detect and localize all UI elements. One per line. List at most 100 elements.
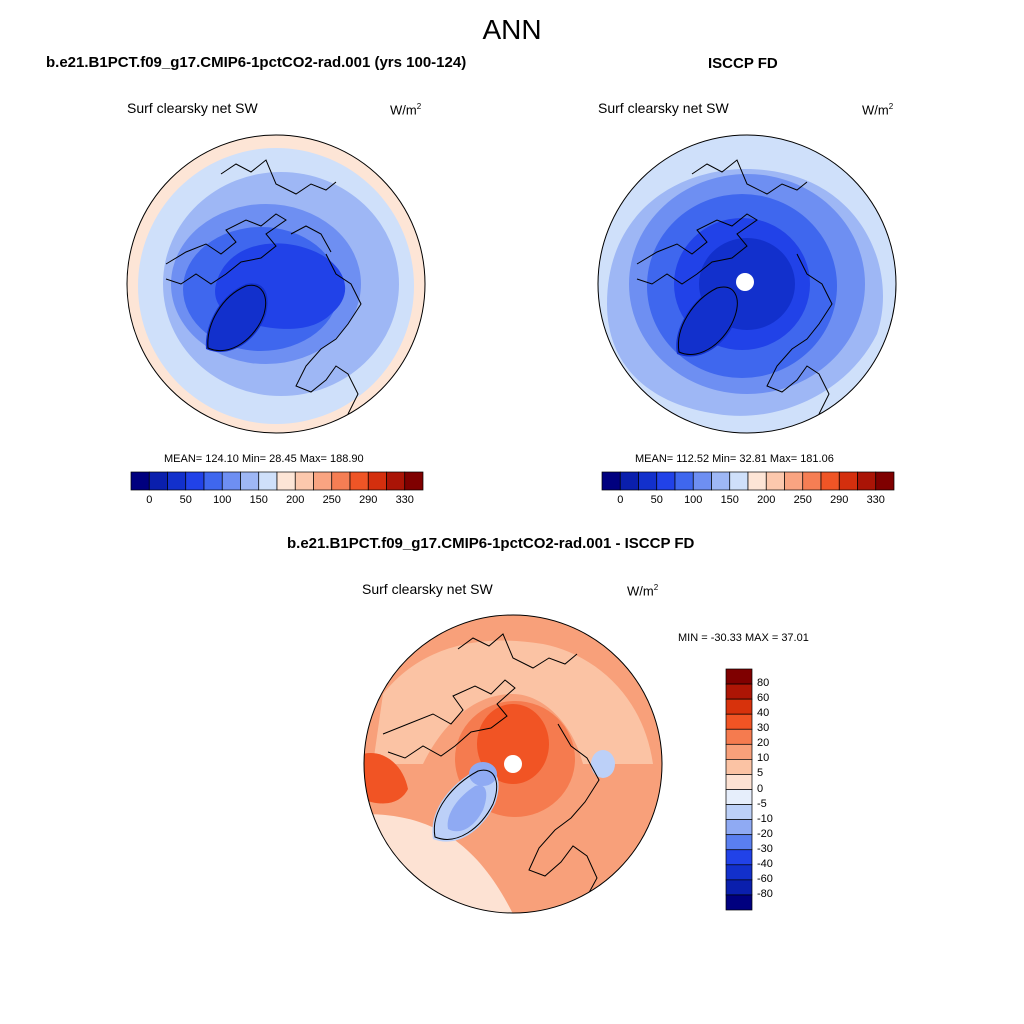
diff-colorbar-tick-label: -20 xyxy=(757,827,773,840)
diff-colorbar-box xyxy=(725,879,753,896)
obs-units-label: W/m2 xyxy=(862,102,894,118)
obs-colorbar xyxy=(601,471,895,491)
obs-variable-label: Surf clearsky net SW xyxy=(598,100,729,116)
obs-coast-siberia xyxy=(691,159,808,195)
diff-colorbar xyxy=(725,668,753,911)
model-coast-canada xyxy=(165,213,287,285)
model-colorbar xyxy=(130,471,424,491)
model-colorbar-box xyxy=(185,471,205,491)
obs-greenland xyxy=(676,284,740,357)
model-colorbar-box xyxy=(258,471,278,491)
diff-polar-map xyxy=(363,614,663,914)
diff-colorbar-box xyxy=(725,834,753,851)
diff-colorbar-tick-label: 60 xyxy=(757,692,770,705)
model-colorbar-tick-label: 0 xyxy=(146,494,153,506)
diff-europe-blue xyxy=(591,750,615,778)
obs-colorbar-box xyxy=(838,471,858,491)
obs-colorbar-tick-label: 0 xyxy=(617,494,624,506)
diff-colorbar-tick-label: -5 xyxy=(757,797,767,810)
model-coast-eurasia xyxy=(295,253,362,415)
obs-colorbar-box xyxy=(729,471,749,491)
model-colorbar-box xyxy=(240,471,260,491)
diff-field-arctic-core xyxy=(477,704,549,784)
model-variable-label: Surf clearsky net SW xyxy=(127,100,258,116)
obs-colorbar-box xyxy=(747,471,767,491)
diff-coast-eurasia xyxy=(528,723,600,901)
obs-colorbar-tick-label: 200 xyxy=(757,494,776,506)
model-coast-siberia xyxy=(220,159,337,195)
model-coast-greenland xyxy=(207,284,267,352)
diff-colorbar-tick-label: 30 xyxy=(757,722,770,735)
diff-colorbar-box xyxy=(725,728,753,745)
model-colorbar-box xyxy=(276,471,296,491)
diff-baffin-blue xyxy=(469,762,497,786)
obs-colorbar-box xyxy=(802,471,822,491)
diff-colorbar-box xyxy=(725,713,753,730)
obs-colorbar-tick-label: 100 xyxy=(684,494,703,506)
diff-colorbar-tick-label: -80 xyxy=(757,887,773,900)
model-polar-map xyxy=(126,134,426,434)
model-colorbar-box xyxy=(294,471,314,491)
diff-colorbar-tick-label: 10 xyxy=(757,752,770,765)
obs-colorbar-box xyxy=(638,471,658,491)
diff-colorbar-box xyxy=(725,683,753,700)
obs-coast-canada xyxy=(636,213,758,285)
diff-colorbar-box xyxy=(725,864,753,881)
obs-colorbar-box xyxy=(656,471,676,491)
diff-greenland-inner xyxy=(447,785,487,832)
obs-colorbar-box xyxy=(820,471,840,491)
obs-colorbar-box xyxy=(765,471,785,491)
obs-polar-map xyxy=(597,134,897,434)
obs-coast-greenland xyxy=(677,286,738,355)
model-stats: MEAN= 124.10 Min= 28.45 Max= 188.90 xyxy=(164,453,364,465)
obs-colorbar-tick-label: 330 xyxy=(866,494,885,506)
obs-missing-pole xyxy=(736,273,754,291)
figure-title: ANN xyxy=(482,14,542,45)
obs-colorbar-box xyxy=(601,471,621,491)
obs-colorbar-tick-label: 50 xyxy=(650,494,663,506)
diff-colorbar-box xyxy=(725,789,753,805)
diff-colorbar-box xyxy=(725,849,753,866)
diff-colorbar-tick-label: 20 xyxy=(757,737,770,750)
obs-colorbar-tick-label: 150 xyxy=(720,494,739,506)
diff-variable-label: Surf clearsky net SW xyxy=(362,581,493,597)
model-colorbar-box xyxy=(221,471,241,491)
model-colorbar-tick-label: 150 xyxy=(249,494,268,506)
model-colorbar-box xyxy=(331,471,351,491)
model-colorbar-tick-label: 290 xyxy=(359,494,378,506)
diff-colorbar-tick-label: -10 xyxy=(757,812,773,825)
model-colorbar-tick-label: 330 xyxy=(395,494,414,506)
obs-colorbar-box xyxy=(674,471,694,491)
model-colorbar-tick-label: 50 xyxy=(179,494,192,506)
diff-missing-pole xyxy=(504,755,522,773)
diff-colorbar-tick-label: 40 xyxy=(757,707,770,720)
diff-colorbar-box xyxy=(725,698,753,715)
diff-colorbar-box xyxy=(725,743,753,760)
obs-colorbar-box xyxy=(692,471,712,491)
diff-colorbar-tick-label: -60 xyxy=(757,872,773,885)
diff-colorbar-tick-label: 80 xyxy=(757,677,770,690)
diff-colorbar-tick-label: -30 xyxy=(757,842,773,855)
model-colorbar-tick-label: 250 xyxy=(322,494,341,506)
diff-panel-title: b.e21.B1PCT.f09_g17.CMIP6-1pctCO2-rad.00… xyxy=(287,535,695,552)
diff-colorbar-tick-label: -40 xyxy=(757,857,773,870)
obs-colorbar-box xyxy=(857,471,877,491)
diff-colorbar-box xyxy=(725,774,753,790)
model-colorbar-box xyxy=(167,471,187,491)
model-colorbar-box xyxy=(130,471,150,491)
model-panel-title: b.e21.B1PCT.f09_g17.CMIP6-1pctCO2-rad.00… xyxy=(46,54,467,71)
obs-colorbar-box xyxy=(784,471,804,491)
model-colorbar-box xyxy=(148,471,168,491)
obs-colorbar-box xyxy=(711,471,731,491)
obs-coast-eurasia xyxy=(766,253,833,415)
diff-field-pale-ring xyxy=(373,640,653,764)
model-colorbar-box xyxy=(349,471,369,491)
model-colorbar-box xyxy=(404,471,424,491)
diff-field-left-red xyxy=(364,753,408,804)
diff-colorbar-box xyxy=(725,804,753,820)
model-colorbar-box xyxy=(386,471,406,491)
diff-colorbar-box xyxy=(725,894,753,911)
obs-stats: MEAN= 112.52 Min= 32.81 Max= 181.06 xyxy=(635,453,834,465)
model-colorbar-tick-label: 200 xyxy=(286,494,305,506)
diff-colorbar-box xyxy=(725,668,753,685)
